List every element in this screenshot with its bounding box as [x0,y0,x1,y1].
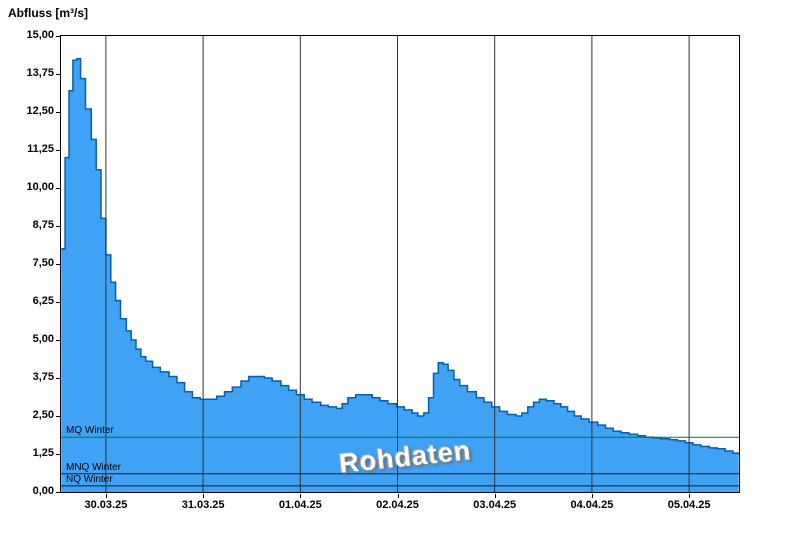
y-tick-label: 10,00 [26,181,54,193]
y-tick-label: 13,75 [26,67,54,79]
x-tick-label: 01.04.25 [278,499,322,511]
x-tick-mark [591,494,593,498]
discharge-area [61,58,739,492]
x-tick-mark [105,494,107,498]
y-tick-mark [56,226,60,227]
y-tick-mark [56,340,60,341]
plot-area: Rohdaten MQ Winter MNQ Winter NQ Winter [60,35,740,493]
x-tick-mark [203,494,205,498]
y-tick-mark [56,74,60,75]
discharge-area-plot [61,36,739,492]
y-tick-label: 7,50 [32,257,54,269]
x-tick-label: 30.03.25 [84,499,128,511]
y-tick-label: 1,25 [32,447,54,459]
y-tick-label: 5,00 [32,333,54,345]
y-tick-label: 15,00 [26,29,54,41]
y-tick-label: 0,00 [32,485,54,497]
y-tick-mark [56,36,60,37]
y-tick-mark [56,112,60,113]
x-tick-mark [300,494,302,498]
y-tick-mark [56,454,60,455]
reference-line-label: MNQ Winter [66,461,121,473]
y-tick-mark [56,188,60,189]
x-tick-label: 02.04.25 [376,499,419,511]
y-tick-mark [56,150,60,151]
discharge-line [61,58,739,455]
y-tick-label: 12,50 [26,105,54,117]
y-tick-mark [56,264,60,265]
y-tick-mark [56,416,60,417]
x-tick-mark [494,494,496,498]
y-tick-label: 6,25 [32,295,54,307]
y-tick-label: 11,25 [27,143,54,155]
x-tick-mark [397,494,399,498]
chart-title: Abfluss [m³/s] [8,6,89,20]
reference-line-label: MQ Winter [66,425,114,437]
reference-line-label: NQ Winter [66,473,113,485]
y-tick-label: 8,75 [32,219,54,231]
x-tick-label: 03.04.25 [473,499,517,511]
y-tick-mark [56,378,60,379]
x-tick-label: 05.04.25 [667,499,711,511]
y-tick-label: 3,75 [32,371,54,383]
y-tick-mark [56,302,60,303]
x-tick-label: 31.03.25 [181,499,225,511]
y-tick-label: 2,50 [32,409,54,421]
y-tick-mark [56,492,60,493]
x-tick-label: 04.04.25 [570,499,614,511]
x-tick-mark [689,494,691,498]
